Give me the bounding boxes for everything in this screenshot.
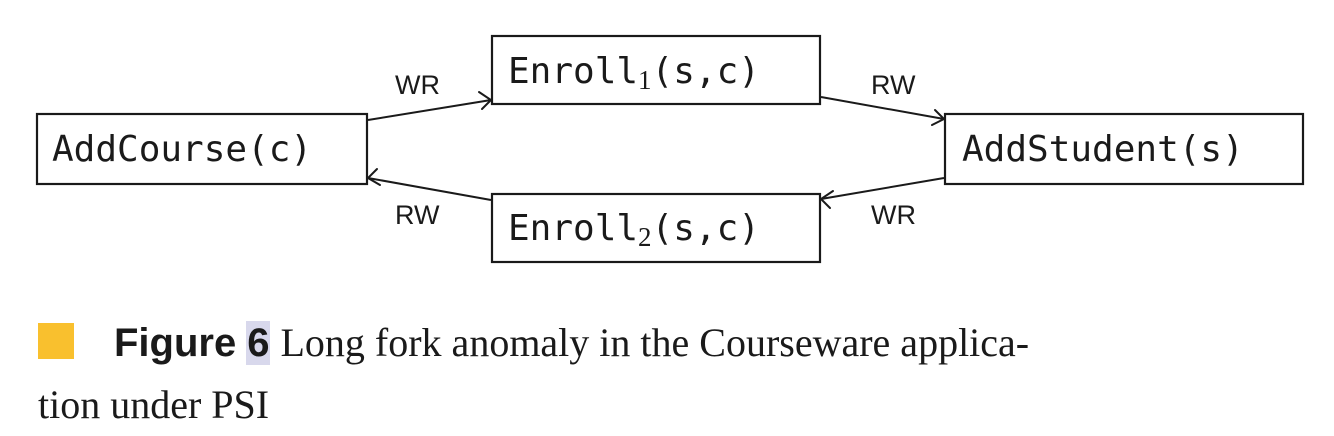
edge-enroll1-to-addstudent (820, 96, 946, 126)
figure-number[interactable]: 6 (246, 321, 271, 365)
svg-text:Enroll2(s,c): Enroll2(s,c) (508, 208, 760, 252)
edge-label-rw-bottom: RW (395, 200, 440, 230)
figure-caption: Figure 6 Long fork anomaly in the Course… (38, 312, 1308, 436)
node-addcourse: AddCourse(c) (35, 112, 369, 186)
caption-marker-square (38, 323, 74, 359)
svg-text:AddStudent(s): AddStudent(s) (962, 129, 1244, 170)
svg-text:AddCourse(c): AddCourse(c) (52, 129, 312, 170)
node-enroll2: Enroll2(s,c) (490, 192, 822, 264)
edge-label-wr-bottom: WR (871, 200, 916, 230)
figure-label: Figure (114, 321, 237, 365)
node-addstudent: AddStudent(s) (943, 112, 1305, 186)
node-addstudent-label: AddStudent(s) (962, 129, 1244, 170)
svg-text:Enroll1(s,c): Enroll1(s,c) (508, 51, 760, 95)
node-enroll1-label: Enroll (508, 51, 638, 92)
node-enroll1-args: (s,c) (652, 51, 760, 92)
node-enroll1-subscript: 1 (638, 65, 652, 95)
edge-label-wr-top: WR (395, 70, 440, 100)
dependency-diagram: WR RW WR RW AddCourse(c) Enroll1(s,c) Ad… (35, 34, 1305, 264)
node-enroll1: Enroll1(s,c) (490, 34, 822, 106)
node-enroll2-args: (s,c) (652, 208, 760, 249)
edge-label-rw-top: RW (871, 70, 916, 100)
caption-text: Long fork anomaly in the Courseware appl… (38, 320, 1030, 427)
node-enroll2-label: Enroll (508, 208, 638, 249)
node-addcourse-label: AddCourse(c) (52, 129, 312, 170)
edge-enroll2-to-addcourse (366, 168, 492, 201)
node-enroll2-subscript: 2 (638, 222, 652, 252)
